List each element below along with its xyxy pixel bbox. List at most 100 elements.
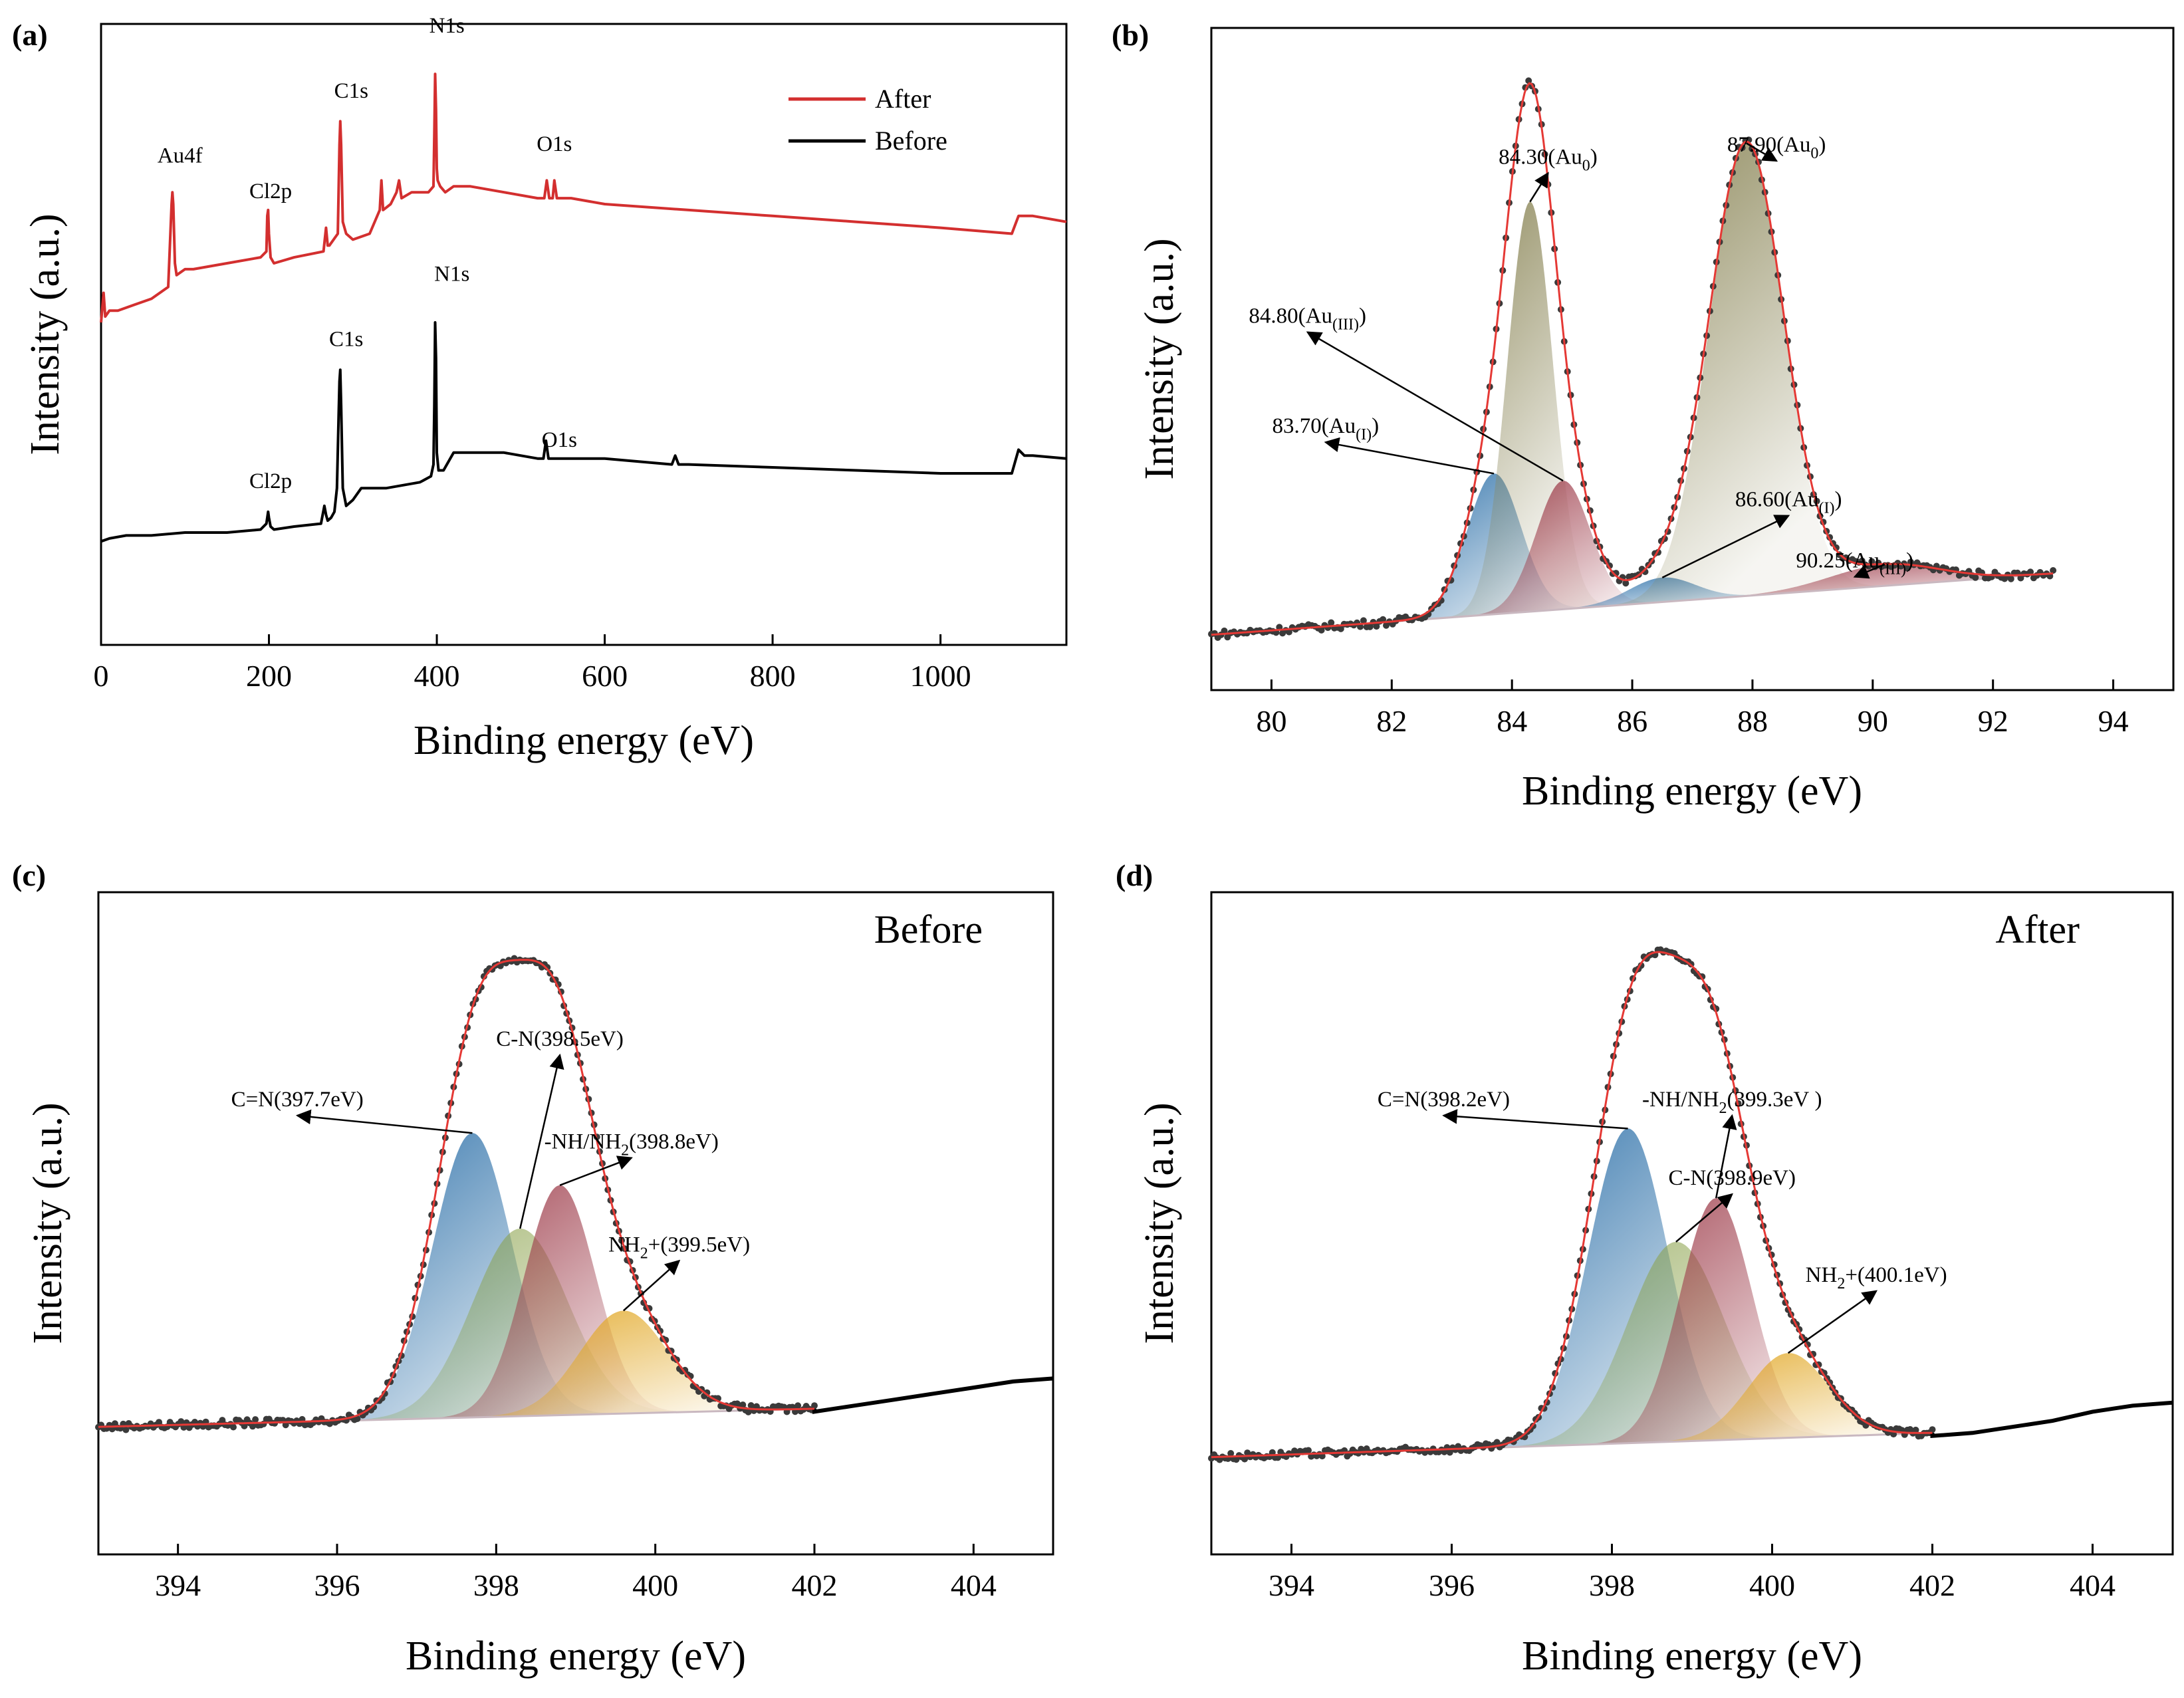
data-point xyxy=(2050,567,2057,574)
peak-label: C-N(398.5eV) xyxy=(496,1027,624,1051)
peak-annotation: C1s xyxy=(329,328,363,352)
peak-label-subscript: (I) xyxy=(1356,426,1372,443)
peak-label-subscript: 2 xyxy=(1719,1100,1727,1117)
fit-envelope-line xyxy=(98,959,815,1428)
peak-label: 83.70(Au(I)) xyxy=(1273,414,1380,443)
data-point xyxy=(747,1402,755,1409)
peak-label-subscript: (III) xyxy=(1332,316,1359,334)
peak-arrow xyxy=(1675,1193,1733,1243)
panel-a-legend: After Before xyxy=(789,84,947,156)
panel-a-series xyxy=(100,72,1067,543)
panel-d-y-axis-label: Intensity (a.u.) xyxy=(1137,1102,1182,1344)
peak-arrow xyxy=(295,1109,473,1134)
panel-a-label: (a) xyxy=(12,18,48,52)
panel-b-annotations: 83.70(Au(I))84.80(Au(III))84.30(Au0)87.9… xyxy=(1249,133,1913,579)
component-peak xyxy=(1572,1198,1861,1445)
x-tick-label: 402 xyxy=(1909,1568,1955,1602)
peak-label-subscript: 0 xyxy=(1810,145,1818,162)
x-tick-label: 82 xyxy=(1376,704,1407,738)
peak-annotation: C1s xyxy=(334,79,368,103)
data-point xyxy=(544,964,551,971)
data-point xyxy=(1972,574,1979,581)
panel-c-n1s-before-spectrum: (c) C=N(397.7eV) C-N(398.5eV) -NH/NH2(398.… xyxy=(12,858,1054,1679)
x-tick-label: 88 xyxy=(1737,704,1768,738)
x-tick-label: 394 xyxy=(155,1568,201,1602)
peak-label-close: ) xyxy=(1359,304,1366,328)
component-peak xyxy=(313,1133,632,1421)
peak-arrow xyxy=(1853,563,1885,579)
data-point xyxy=(1337,625,1344,632)
x-tick-label: 404 xyxy=(951,1568,997,1602)
data-point xyxy=(1305,1447,1312,1454)
peak-label-main: 86.60(Au xyxy=(1735,488,1819,512)
fit-envelope-line xyxy=(1211,951,1933,1459)
panel-b-x-ticks: 80 82 84 86 88 90 92 94 xyxy=(1256,679,2129,738)
x-tick-label: 1000 xyxy=(910,659,971,693)
panel-c-x-ticks: 394 396 398 400 402 404 xyxy=(155,1544,997,1602)
x-tick-label: 396 xyxy=(314,1568,360,1602)
peak-label: NH2+(399.5eV) xyxy=(608,1233,750,1262)
x-tick-label: 200 xyxy=(246,659,292,693)
peak-label-main: 84.30(Au xyxy=(1499,145,1582,169)
peak-annotation: O1s xyxy=(537,132,572,156)
legend-after-label: After xyxy=(875,84,931,114)
panel-c-frame xyxy=(97,891,1054,1556)
data-point xyxy=(2007,575,2014,582)
data-point xyxy=(122,1426,130,1433)
x-tick-label: 400 xyxy=(414,659,460,693)
x-tick-label: 400 xyxy=(1749,1568,1795,1602)
panel-d-annotations: C=N(398.2eV) -NH/NH2(399.3eV )C-N(398.9eV… xyxy=(1378,1088,1947,1354)
data-point xyxy=(1360,617,1367,624)
data-point xyxy=(241,1422,248,1429)
x-tick-label: 404 xyxy=(2070,1568,2116,1602)
peak-label: C=N(398.2eV) xyxy=(1378,1088,1510,1112)
data-point xyxy=(354,1415,361,1422)
peak-label-main: NH xyxy=(608,1233,640,1257)
data-point xyxy=(739,1401,747,1408)
peak-label-main: C=N(398.2eV) xyxy=(1378,1088,1510,1112)
data-point xyxy=(178,1418,185,1425)
peak-label: C=N(397.7eV) xyxy=(231,1088,364,1112)
panel-d-x-ticks: 394 396 398 400 402 404 xyxy=(1269,1544,2116,1602)
panel-a-x-ticks: 0 200 400 600 800 1000 xyxy=(94,634,971,693)
peak-annotation: N1s xyxy=(434,263,469,287)
experimental-data-points xyxy=(1208,77,2057,641)
panel-c-series xyxy=(95,955,1054,1433)
x-tick-label: 90 xyxy=(1858,704,1888,738)
data-point xyxy=(1328,619,1335,626)
peak-label-close: ) xyxy=(1372,414,1379,438)
peak-label: -NH/NH2(398.8eV) xyxy=(545,1130,719,1159)
x-tick-label: 394 xyxy=(1269,1568,1314,1602)
experimental-tail-line xyxy=(812,1376,1054,1414)
x-tick-label: 398 xyxy=(473,1568,519,1602)
data-point xyxy=(1525,77,1532,84)
panel-c-x-axis-label: Binding energy (eV) xyxy=(406,1634,746,1679)
x-tick-label: 0 xyxy=(94,659,109,693)
data-point xyxy=(156,1419,163,1426)
series-after-line xyxy=(100,72,1067,323)
peak-annotation: Cl2p xyxy=(249,469,292,493)
x-tick-label: 84 xyxy=(1497,704,1527,738)
legend-before-label: Before xyxy=(875,126,947,156)
fit-envelope-line xyxy=(1211,82,2054,636)
data-point xyxy=(745,1408,752,1415)
peak-label: 84.30(Au0) xyxy=(1499,145,1598,174)
component-peak xyxy=(1597,143,1896,607)
data-point xyxy=(1221,627,1228,634)
panel-c-label: (c) xyxy=(12,858,46,892)
peak-label-close: ) xyxy=(1834,488,1842,512)
panel-d-series xyxy=(1208,946,2173,1463)
peak-label-main: 87.90(Au xyxy=(1727,133,1811,157)
peak-annotation: O1s xyxy=(542,428,577,452)
peak-label-subscript: (III) xyxy=(1880,561,1906,578)
panel-d-x-axis-label: Binding energy (eV) xyxy=(1522,1634,1862,1679)
data-point xyxy=(252,1416,259,1423)
x-tick-label: 94 xyxy=(2098,704,2129,738)
data-point xyxy=(1904,564,1911,572)
peak-arrow xyxy=(559,1155,633,1186)
peak-arrow xyxy=(1324,437,1495,475)
component-peak xyxy=(1438,201,1622,619)
peak-arrow xyxy=(1442,1109,1628,1130)
peak-label-close: +(399.5eV) xyxy=(648,1233,750,1257)
peak-label-close: +(400.1eV) xyxy=(1845,1263,1947,1287)
